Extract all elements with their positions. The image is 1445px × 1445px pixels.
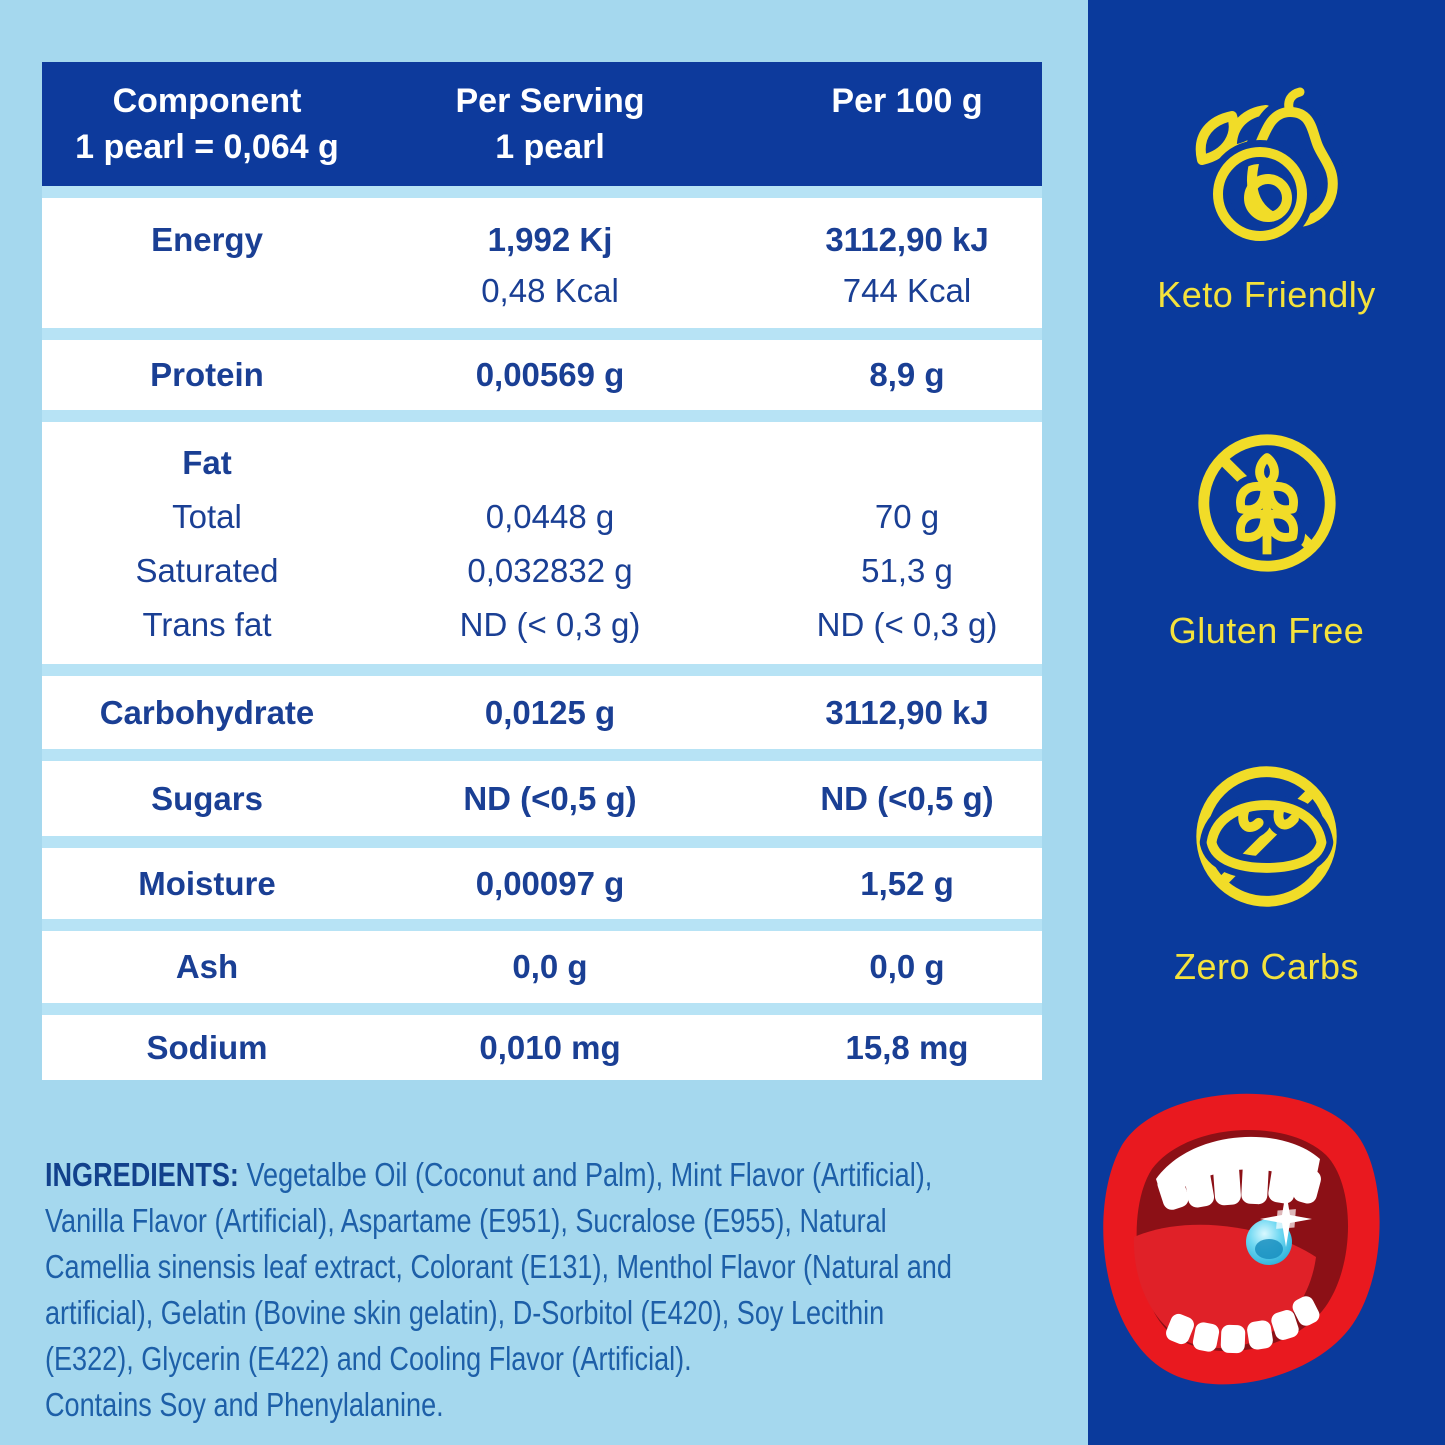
energy-per100-kj: 3112,90 kJ	[825, 221, 989, 258]
ingredients-line: Vanilla Flavor (Artificial), Aspartame (…	[45, 1202, 887, 1239]
sugars-label: Sugars	[151, 779, 263, 817]
fat-saturated-label: Saturated	[135, 552, 279, 589]
table-row-carbohydrate: Carbohydrate 0,0125 g 3112,90 kJ	[42, 676, 1042, 749]
sugars-per100: ND (<0,5 g)	[820, 779, 994, 817]
header-per-serving-subtitle: 1 pearl	[495, 128, 605, 166]
fat-total-serving: 0,0448 g	[485, 498, 615, 535]
fat-trans-label: Trans fat	[142, 606, 272, 643]
moisture-serving: 0,00097 g	[475, 864, 625, 902]
energy-serving-kcal: 0,48 Kcal	[481, 272, 619, 309]
ash-label: Ash	[175, 948, 239, 985]
ash-per100: 0,0 g	[869, 948, 945, 985]
header-per-100g-title: Per 100 g	[831, 82, 983, 120]
no-wheat-icon	[1197, 434, 1336, 572]
moisture-label: Moisture	[138, 864, 276, 902]
no-bread-icon	[1195, 766, 1337, 907]
sodium-per100: 15,8 mg	[845, 1028, 969, 1066]
ingredients-line: Camellia sinensis leaf extract, Colorant…	[45, 1248, 952, 1285]
header-per-serving-title: Per Serving	[455, 82, 645, 120]
badge-gluten-free: Gluten Free	[1088, 424, 1445, 652]
energy-serving-kj: 1,992 Kj	[487, 221, 613, 258]
ingredients-line: (E322), Glycerin (E422) and Cooling Flav…	[45, 1340, 692, 1377]
pearl	[1246, 1191, 1312, 1265]
energy-label: Energy	[151, 221, 263, 258]
table-row-sodium: Sodium 0,010 mg 15,8 mg	[42, 1015, 1042, 1080]
header-per-100g: Per 100 g	[728, 62, 1042, 170]
fat-total-per100: 70 g	[874, 498, 940, 535]
moisture-per100: 1,52 g	[860, 864, 954, 902]
protein-serving: 0,00569 g	[475, 356, 625, 393]
sodium-label: Sodium	[146, 1028, 268, 1066]
fat-saturated-per100: 51,3 g	[861, 552, 953, 589]
protein-per100: 8,9 g	[869, 356, 945, 393]
avocado-icon	[1195, 87, 1346, 246]
header-per-serving: Per Serving 1 pearl	[372, 62, 728, 170]
nutrition-table: Component 1 pearl = 0,064 g Per Serving …	[42, 62, 1042, 1080]
lower-teeth	[1166, 1296, 1320, 1354]
ingredients-line: artificial), Gelatin (Bovine skin gelati…	[45, 1294, 885, 1331]
energy-per100-kcal: 744 Kcal	[842, 272, 972, 309]
badge-keto-label: Keto Friendly	[1157, 274, 1376, 315]
fat-trans-serving: ND (< 0,3 g)	[459, 606, 641, 643]
ingredients-heading: INGREDIENTS:	[45, 1156, 239, 1193]
table-row-energy: Energy 1,992 Kj 0,48 Kcal 3112,90 kJ 744…	[42, 198, 1042, 328]
ingredients-line: Contains Soy and Phenylalanine.	[45, 1386, 444, 1423]
badge-keto-friendly: Keto Friendly	[1088, 86, 1445, 316]
ingredients-section: INGREDIENTS: Vegetalbe Oil (Coconut and …	[45, 1152, 1151, 1428]
table-row-protein: Protein 0,00569 g 8,9 g	[42, 340, 1042, 410]
badge-zero-carbs: Zero Carbs	[1088, 756, 1445, 988]
table-row-fat: Fat Total 0,0448 g 70 g Saturated 0,0328…	[42, 422, 1042, 664]
sugars-serving: ND (<0,5 g)	[463, 779, 637, 817]
protein-label: Protein	[150, 356, 264, 393]
open-mouth-illustration	[1103, 1093, 1380, 1385]
table-row-moisture: Moisture 0,00097 g 1,52 g	[42, 848, 1042, 919]
fat-trans-per100: ND (< 0,3 g)	[816, 606, 998, 643]
carbohydrate-per100: 3112,90 kJ	[825, 693, 989, 731]
fat-saturated-serving: 0,032832 g	[467, 552, 633, 589]
header-component: Component 1 pearl = 0,064 g	[42, 62, 372, 170]
table-header: Component 1 pearl = 0,064 g Per Serving …	[42, 62, 1042, 186]
fat-label: Fat	[182, 444, 232, 481]
fat-total-label: Total	[172, 498, 242, 535]
upper-teeth	[1156, 1136, 1321, 1210]
ash-serving: 0,0 g	[512, 948, 588, 985]
table-row-ash: Ash 0,0 g 0,0 g	[42, 931, 1042, 1003]
badge-zero-label: Zero Carbs	[1173, 946, 1360, 987]
header-component-title: Component	[112, 82, 302, 120]
table-row-sugars: Sugars ND (<0,5 g) ND (<0,5 g)	[42, 761, 1042, 836]
sodium-serving: 0,010 mg	[479, 1028, 621, 1066]
carbohydrate-label: Carbohydrate	[99, 693, 315, 731]
badge-gluten-label: Gluten Free	[1168, 610, 1365, 651]
ingredients-line: INGREDIENTS: Vegetalbe Oil (Coconut and …	[45, 1156, 933, 1193]
carbohydrate-serving: 0,0125 g	[484, 693, 616, 731]
header-component-subtitle: 1 pearl = 0,064 g	[75, 128, 339, 166]
